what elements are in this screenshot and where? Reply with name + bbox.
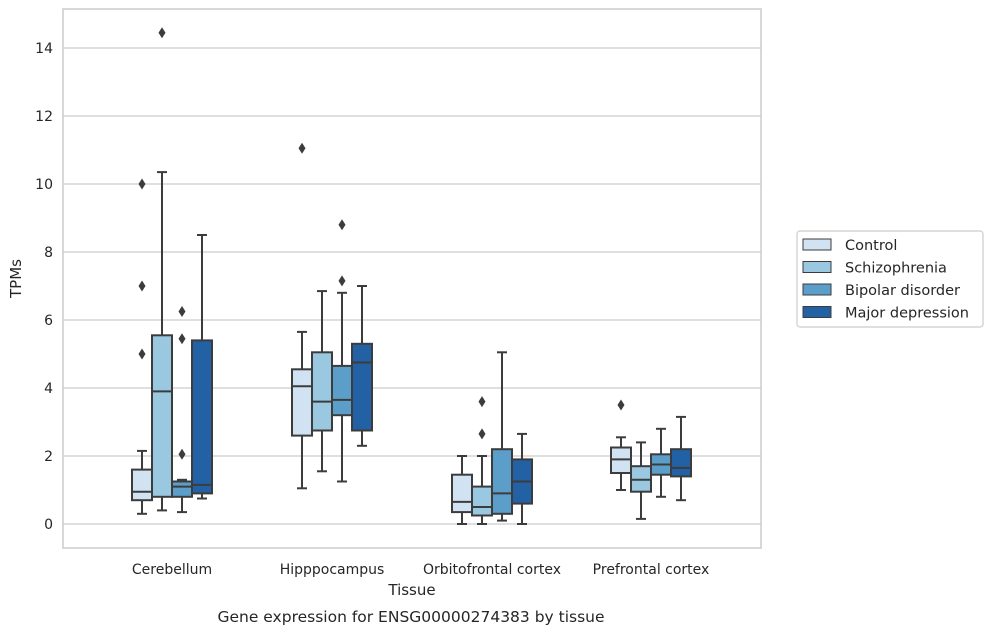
box-control-0 [131, 178, 153, 515]
y-tick-label: 4 [44, 381, 53, 397]
box-bipolar-disorder-3 [650, 427, 672, 498]
legend-swatch [802, 261, 832, 273]
y-tick-label: 0 [44, 517, 53, 533]
box-iqr [151, 334, 173, 498]
box-iqr [451, 473, 473, 514]
x-tick-label: Orbitofrontal cortex [423, 562, 561, 578]
box-iqr [351, 342, 373, 432]
gridlines [63, 47, 761, 525]
box-iqr [491, 448, 513, 515]
outlier-point [138, 178, 146, 190]
x-tick-label: Cerebellum [132, 562, 212, 578]
legend-label: Bipolar disorder [845, 283, 960, 299]
box-bipolar-disorder-0 [171, 306, 193, 514]
box-control-1 [291, 142, 313, 490]
outlier-point [138, 280, 146, 292]
legend-swatch [802, 283, 832, 296]
plot-frame [62, 8, 762, 549]
y-tick-label: 12 [35, 109, 53, 125]
legend-label: Control [845, 238, 897, 254]
box-major-depression-1 [351, 285, 373, 447]
x-tick-label: Hipppocampus [280, 562, 385, 578]
legend-swatch [802, 238, 832, 251]
outlier-point [178, 306, 186, 317]
box-iqr [191, 339, 213, 495]
box-control-3 [610, 399, 632, 491]
outlier-point [298, 142, 306, 154]
box-iqr [131, 468, 153, 502]
outlier-point [178, 448, 186, 460]
figure-caption: Gene expression for ENSG00000274383 by t… [217, 608, 604, 626]
boxes [131, 27, 692, 525]
outlier-point [158, 27, 166, 39]
box-iqr [331, 364, 353, 417]
y-axis-title: TPMs [7, 259, 25, 299]
box-iqr [670, 448, 692, 478]
box-schizophrenia-0 [151, 27, 173, 512]
box-schizophrenia-1 [311, 290, 333, 473]
y-tick-label: 14 [35, 41, 53, 57]
y-tick-label: 10 [35, 177, 53, 193]
box-iqr [291, 368, 313, 437]
box-iqr [171, 480, 193, 498]
legend: Control Schizophrenia Bipolar disorder Majo… [796, 230, 984, 328]
box-bipolar-disorder-2 [491, 351, 513, 522]
box-major-depression-3 [670, 415, 692, 502]
box-iqr [471, 485, 493, 517]
outlier-point [138, 348, 146, 360]
x-tick-labels: Cerebellum Hipppocampus Orbitofrontal cort… [132, 562, 709, 578]
x-tick-label: Prefrontal cortex [593, 562, 710, 578]
y-tick-label: 6 [44, 313, 53, 329]
box-major-depression-2 [511, 432, 533, 525]
outlier-point [338, 275, 346, 287]
outlier-point [478, 428, 486, 440]
y-tick-label: 8 [44, 245, 53, 261]
x-axis-title: Tissue [387, 581, 435, 599]
outlier-point [478, 396, 486, 408]
y-tick-labels: 0 2 4 6 8 10 12 14 [35, 41, 53, 533]
outlier-point [338, 219, 346, 231]
box-bipolar-disorder-1 [331, 219, 353, 483]
y-tick-label: 2 [44, 449, 53, 465]
box-iqr [311, 351, 333, 432]
outlier-point [617, 399, 625, 411]
legend-label: Major depression [845, 306, 969, 322]
legend-frame [796, 230, 984, 328]
outlier-point [178, 333, 186, 345]
box-schizophrenia-3 [630, 441, 652, 520]
legend-swatch [802, 306, 832, 318]
box-major-depression-0 [191, 234, 213, 500]
box-schizophrenia-2 [471, 396, 493, 525]
legend-label: Schizophrenia [845, 261, 947, 277]
box-control-2 [451, 455, 473, 525]
